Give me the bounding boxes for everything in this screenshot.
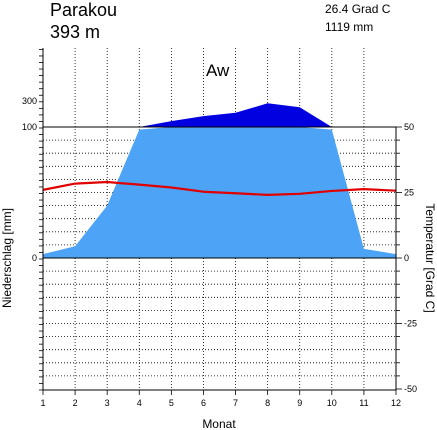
series-layer [42, 103, 397, 258]
annual-precipitation: 1119 mm [325, 20, 373, 34]
left-axis-title: Niederschlag [mm] [0, 208, 14, 308]
x-tick-label: 8 [265, 398, 270, 408]
x-tick-label: 9 [297, 398, 302, 408]
axes [39, 48, 402, 395]
mean-temperature: 26.4 Grad C [325, 2, 391, 16]
x-tick-label: 1 [40, 398, 45, 408]
station-name: Parakou [50, 0, 117, 20]
x-tick-label: 4 [137, 398, 142, 408]
right-tick-label: -50 [404, 384, 417, 394]
x-tick-label: 10 [327, 398, 337, 408]
x-tick-label: 5 [169, 398, 174, 408]
left-tick-label: 300 [22, 96, 37, 106]
left-tick-label: 0 [32, 253, 37, 263]
x-tick-label: 7 [233, 398, 238, 408]
right-tick-label: -25 [404, 319, 417, 329]
left-tick-label: 100 [22, 122, 37, 132]
precipitation-excess-area [43, 103, 396, 127]
x-tick-label: 6 [201, 398, 206, 408]
x-tick-label: 2 [73, 398, 78, 408]
station-elevation: 393 m [50, 22, 100, 42]
right-tick-label: 50 [404, 122, 414, 132]
climate-class: Aw [206, 61, 230, 80]
temperature-line [42, 180, 397, 196]
x-axis-title: Monat [202, 417, 236, 430]
x-tick-label: 11 [359, 398, 368, 408]
x-tick-label: 12 [391, 398, 401, 408]
right-tick-label: 0 [404, 253, 409, 263]
right-tick-label: 25 [404, 188, 414, 198]
right-axis-title: Temperatur [Grad C] [423, 203, 437, 312]
x-tick-label: 3 [105, 398, 110, 408]
